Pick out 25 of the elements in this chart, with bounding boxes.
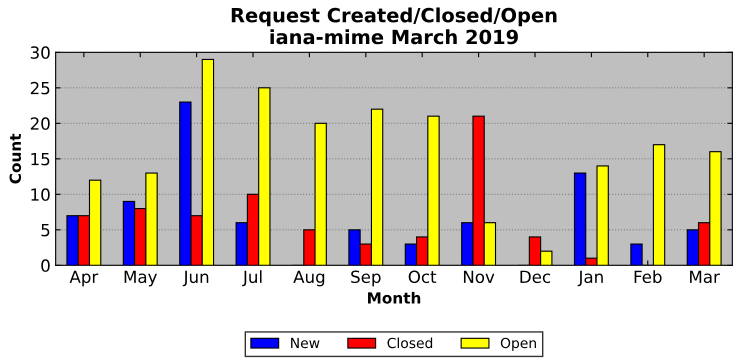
x-tick-label: Nov <box>464 270 494 284</box>
y-tick-label: 25 <box>30 82 50 94</box>
legend-label: Open <box>500 338 536 351</box>
x-tick-label: Jul <box>242 270 262 286</box>
x-tick-label: Jan <box>578 270 603 286</box>
x-tick-label: Dec <box>520 270 550 284</box>
legend-label: New <box>291 338 320 348</box>
y-tick-label: 30 <box>30 46 50 59</box>
legend-label: Closed <box>387 337 432 348</box>
x-tick-label: Feb <box>634 270 662 284</box>
x-tick-label: Apr <box>70 270 98 286</box>
x-tick-label: Jun <box>182 270 208 286</box>
x-tick-label: Oct <box>408 270 436 284</box>
x-tick-label: May <box>124 270 157 286</box>
x-axis-title: Month <box>368 292 420 304</box>
x-tick-label: Sep <box>351 270 381 286</box>
y-tick-label: 0 <box>41 259 50 272</box>
y-tick-label: 15 <box>31 153 50 166</box>
chart-title: Request Created/Closed/Open iana-mime March 2019 <box>232 7 556 44</box>
y-tick-label: 20 <box>30 117 50 130</box>
x-tick-label: Mar <box>690 270 720 284</box>
y-tick-label: 10 <box>31 188 50 201</box>
y-tick-label: 5 <box>41 224 50 236</box>
y-axis-title: Count <box>10 134 22 184</box>
x-tick-label: Aug <box>293 270 324 286</box>
